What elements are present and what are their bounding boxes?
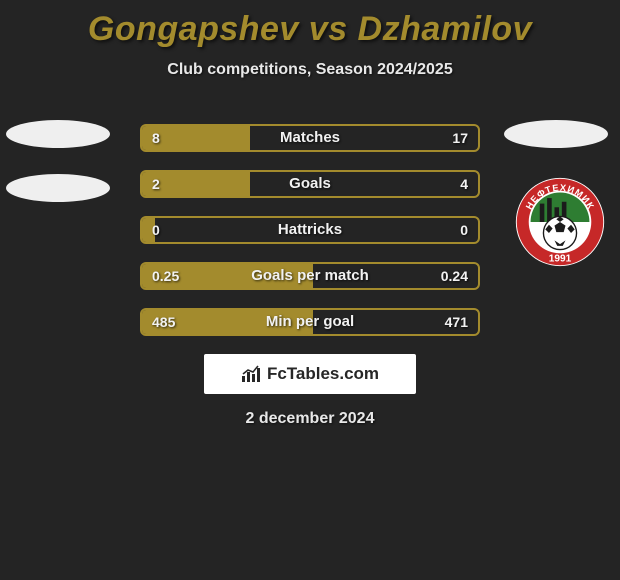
bar-chart-icon xyxy=(241,365,263,383)
stat-right-value: 0 xyxy=(460,218,468,242)
stat-right-value: 4 xyxy=(460,172,468,196)
stat-label: Goals xyxy=(142,172,478,196)
footer-date: 2 december 2024 xyxy=(0,410,620,428)
stat-row: 0.25Goals per match0.24 xyxy=(140,262,480,290)
svg-text:1991: 1991 xyxy=(549,254,572,265)
stats-container: 8Matches17 2Goals4 0Hattricks0 0.25Goals pe… xyxy=(140,124,480,354)
stat-right-value: 17 xyxy=(452,126,468,150)
brand-box: FcTables.com xyxy=(204,354,416,394)
page-title: Gongapshev vs Dzhamilov xyxy=(0,0,620,49)
stat-row: 0Hattricks0 xyxy=(140,216,480,244)
stat-label: Goals per match xyxy=(142,264,478,288)
page-subtitle: Club competitions, Season 2024/2025 xyxy=(0,61,620,79)
stat-row: 2Goals4 xyxy=(140,170,480,198)
stat-right-value: 0.24 xyxy=(441,264,468,288)
club-badge: НЕФТЕХИМИК 1991 xyxy=(514,176,606,268)
stat-row: 8Matches17 xyxy=(140,124,480,152)
stat-label: Min per goal xyxy=(142,310,478,334)
player-left-placeholder-group xyxy=(6,120,116,228)
player-left-oval xyxy=(6,120,110,148)
player-right-oval xyxy=(504,120,608,148)
stat-row: 485Min per goal471 xyxy=(140,308,480,336)
player-left-oval xyxy=(6,174,110,202)
stat-label: Hattricks xyxy=(142,218,478,242)
stat-right-value: 471 xyxy=(445,310,468,334)
stat-label: Matches xyxy=(142,126,478,150)
brand-text: FcTables.com xyxy=(267,364,379,384)
player-right-placeholder-group xyxy=(504,120,614,174)
neftekhimik-badge-icon: НЕФТЕХИМИК 1991 xyxy=(514,176,606,268)
